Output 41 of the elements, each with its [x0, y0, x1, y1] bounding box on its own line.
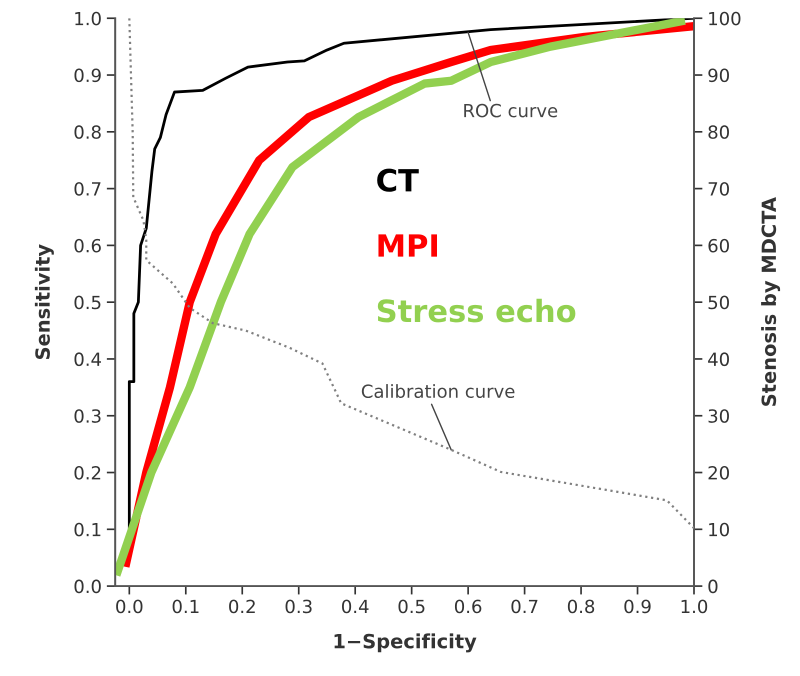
y2-tick-label: 20: [708, 466, 729, 480]
y2-tick-label: 0: [708, 580, 718, 594]
y2-tick-label: 40: [708, 352, 729, 366]
x-tick-label: 0.1: [172, 600, 198, 614]
y-tick-label: 0.3: [74, 409, 101, 423]
text: Stress echo: [378, 298, 576, 322]
y2-tick-label: 70: [708, 182, 729, 196]
y-tick-label: 0.5: [74, 296, 100, 310]
annotation: Calibration curve: [362, 384, 514, 398]
y-axis-title: Sensitivity: [34, 244, 54, 360]
x-tick-label: 1.0: [682, 600, 708, 614]
text: MPI: [378, 234, 438, 257]
y-tick-label: 0.2: [74, 466, 100, 480]
x-tick-label: 0.9: [624, 600, 651, 614]
x-tick-label: 0.2: [229, 600, 255, 614]
y-tick-label: 0.4: [74, 352, 101, 366]
x-axis-title: 1−Specificity: [334, 633, 476, 652]
y2-tick-label: 50: [708, 296, 729, 310]
y-tick-label: 0.8: [74, 125, 101, 139]
x-tick-label: 0.6: [454, 600, 482, 614]
x-tick-label: 0.4: [342, 600, 369, 614]
x-tick-label: 0.3: [286, 600, 312, 614]
y2-tick-label: 60: [708, 238, 729, 253]
x-tick-label: 0.0: [116, 600, 142, 614]
x-tick-label: 0.5: [398, 600, 424, 614]
y2-axis-title: Stenosis by MDCTA: [761, 197, 780, 406]
y-tick-label: 0.6: [74, 238, 101, 253]
y2-tick-label: 80: [708, 125, 729, 139]
y2-tick-label: 100: [709, 12, 740, 26]
y2-tick-label: 30: [708, 409, 729, 423]
y-tick-label: 0.7: [74, 182, 100, 196]
x-tick-label: 0.8: [568, 600, 594, 614]
y-tick-label: 0.0: [74, 580, 101, 594]
text: CT: [377, 168, 419, 192]
y-tick-label: 0.1: [74, 522, 100, 536]
annotation: ROC curve: [464, 104, 558, 118]
y2-tick-label: 90: [708, 68, 729, 82]
y2-tick-label: 10: [709, 522, 729, 536]
y-tick-label: 1.0: [75, 12, 101, 26]
y-tick-label: 0.9: [74, 68, 101, 82]
x-tick-label: 0.7: [511, 600, 538, 614]
